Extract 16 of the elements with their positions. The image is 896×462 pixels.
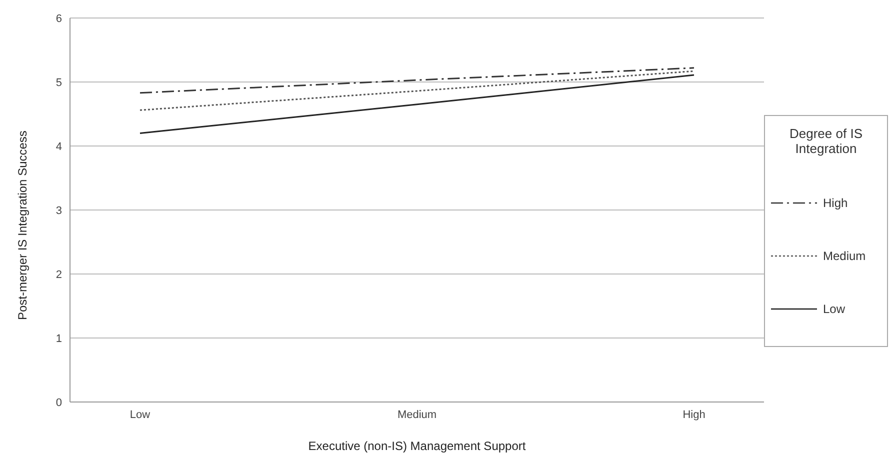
x-axis-title: Executive (non-IS) Management Support xyxy=(308,439,526,453)
y-tick-label: 1 xyxy=(56,332,62,345)
legend-label: High xyxy=(823,196,848,210)
x-tick-label: High xyxy=(682,408,706,421)
y-tick-label: 5 xyxy=(56,76,62,89)
legend-label: Medium xyxy=(823,248,866,263)
x-tick-label: Medium xyxy=(397,408,437,421)
y-tick-label: 0 xyxy=(56,396,62,409)
x-tick-label: Low xyxy=(130,408,150,421)
y-tick-label: 2 xyxy=(56,268,62,281)
legend-label: Low xyxy=(823,302,846,316)
y-tick-label: 4 xyxy=(56,140,62,153)
y-tick-label: 6 xyxy=(56,12,62,25)
legend-title: Degree of IS Integration xyxy=(788,126,864,156)
y-tick-label: 3 xyxy=(56,204,62,217)
y-axis-title: Post-merger IS Integration Success xyxy=(15,130,30,320)
